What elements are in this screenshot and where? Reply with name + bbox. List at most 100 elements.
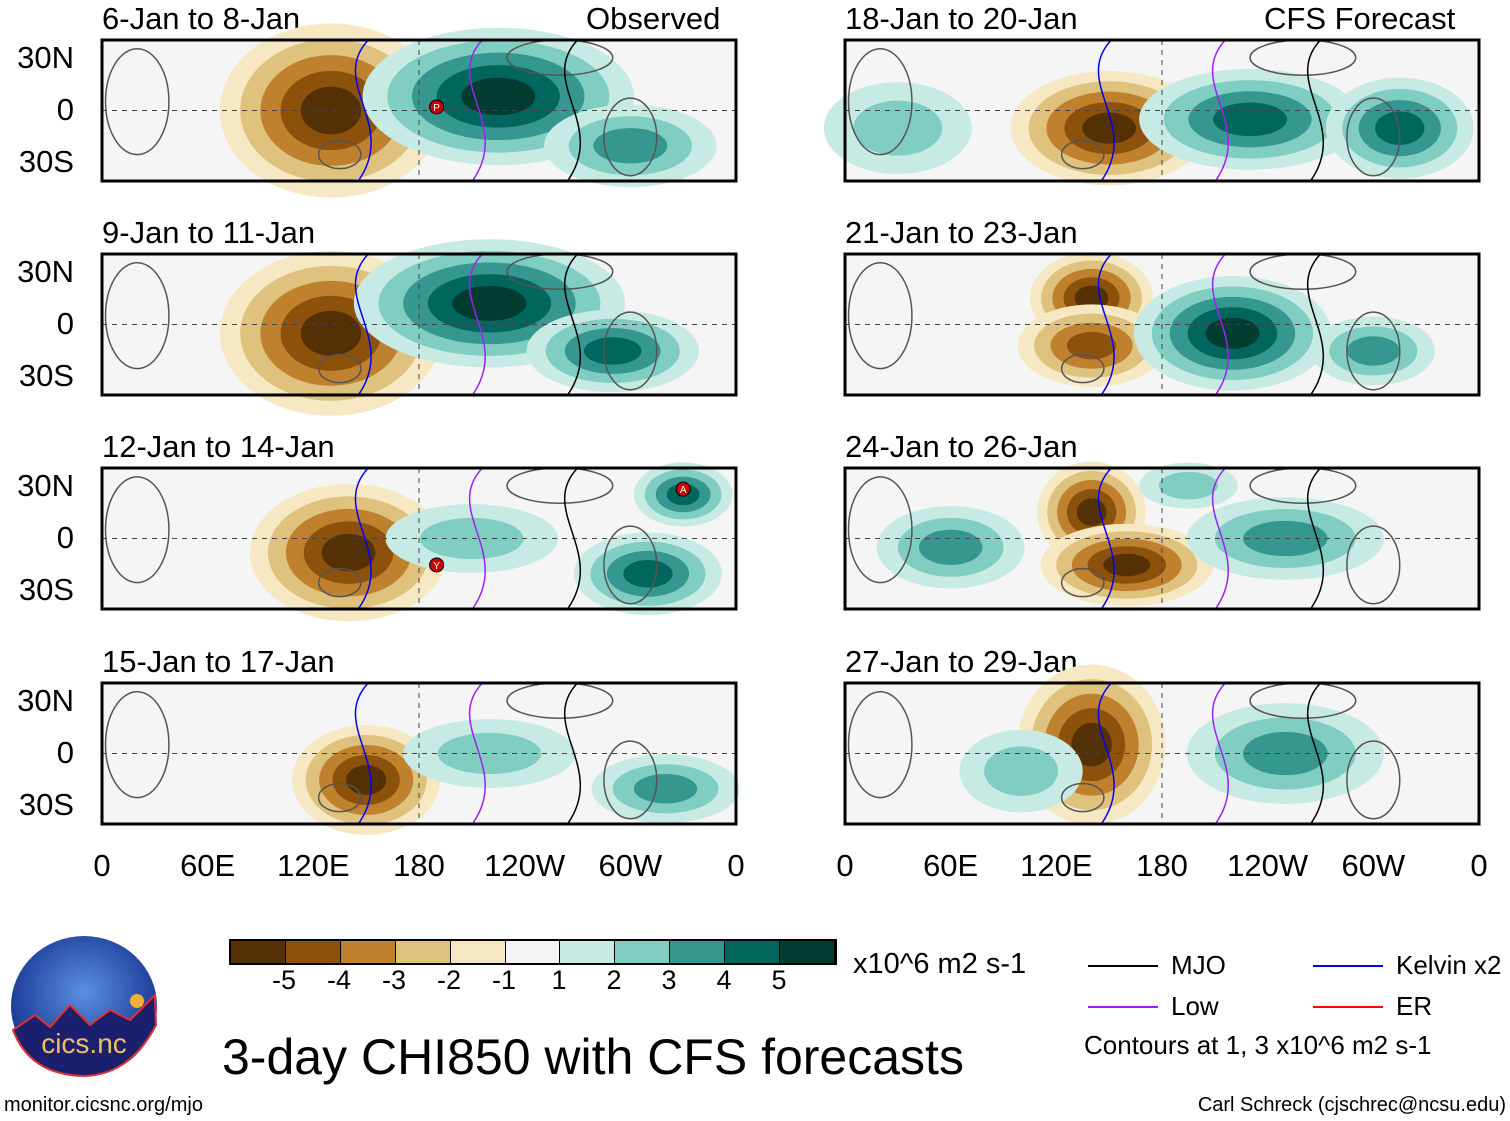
colorbar-swatch xyxy=(670,941,726,963)
anomaly-contour xyxy=(1205,317,1260,349)
coastline xyxy=(104,476,170,584)
x-tick-label: 120E xyxy=(277,848,350,883)
coastline xyxy=(847,476,913,584)
source-url[interactable]: monitor.cicsnc.org/mjo xyxy=(4,1094,203,1116)
wave-contour xyxy=(1211,467,1229,610)
panel-title: 21-Jan to 23-Jan xyxy=(845,215,1078,250)
colorbar-swatch xyxy=(450,941,506,963)
panel-title: 12-Jan to 14-Jan xyxy=(102,429,335,464)
anomaly-contour xyxy=(345,764,387,795)
coastline xyxy=(317,782,362,813)
map-panel xyxy=(843,461,1481,611)
anomaly-contour xyxy=(593,128,668,164)
coastline xyxy=(1060,782,1105,813)
map-panel xyxy=(100,681,740,835)
anomaly-contour xyxy=(583,337,642,365)
wave-contour xyxy=(468,467,486,610)
wave-contour xyxy=(564,253,581,396)
anomaly-contour xyxy=(918,529,983,565)
map-panel xyxy=(843,252,1481,397)
legend-line xyxy=(1088,965,1158,967)
anomaly-contour xyxy=(853,100,943,156)
colorbar-label: 3 xyxy=(661,965,677,995)
storm-marker: Y xyxy=(429,557,445,573)
colorbar-label: -4 xyxy=(326,965,352,995)
coastline xyxy=(104,262,170,370)
x-tick-label: 120W xyxy=(1227,848,1309,883)
colorbar-swatch xyxy=(780,941,835,963)
x-tick-label: 0 xyxy=(1470,848,1488,883)
anomaly-contour xyxy=(300,86,362,135)
wave-contour xyxy=(1097,682,1115,825)
legend-line xyxy=(1088,1006,1158,1008)
coastline xyxy=(1346,97,1401,177)
wave-contour xyxy=(1211,253,1229,396)
coastline xyxy=(603,525,658,605)
anomaly-contour xyxy=(1082,112,1137,144)
wave-contour xyxy=(564,682,581,825)
wave-contour xyxy=(564,39,581,182)
colorbar-swatch xyxy=(725,941,781,963)
colorbar-swatch xyxy=(231,941,286,963)
coastline xyxy=(317,139,362,170)
wave-contour xyxy=(468,39,486,182)
coastline xyxy=(847,48,913,156)
colorbar-swatch xyxy=(395,941,451,963)
panel-title: 24-Jan to 26-Jan xyxy=(845,429,1078,464)
anomaly-contour xyxy=(633,774,698,804)
panel-title: 15-Jan to 17-Jan xyxy=(102,644,335,679)
colorbar-label: 2 xyxy=(606,965,622,995)
cics-logo: cics.nc xyxy=(11,936,158,1078)
anomaly-contour xyxy=(437,732,542,775)
y-tick-label: 30S xyxy=(18,358,74,393)
legend-line xyxy=(1313,965,1383,967)
coastline xyxy=(1060,567,1105,598)
cfs-forecast-label: CFS Forecast xyxy=(1264,1,1456,36)
y-tick-label: 0 xyxy=(56,92,74,127)
anomaly-contour xyxy=(1076,498,1107,526)
y-tick-label: 30N xyxy=(17,468,74,503)
x-tick-label: 0 xyxy=(93,848,111,883)
wave-contour xyxy=(468,682,486,825)
y-tick-label: 30N xyxy=(17,40,74,75)
anomaly-contour xyxy=(420,517,524,560)
storm-marker: P xyxy=(429,99,445,115)
coastline xyxy=(847,691,913,799)
coastline xyxy=(317,567,362,598)
wave-contour xyxy=(1097,39,1115,182)
colorbar-label: -2 xyxy=(436,965,462,995)
logo-text: cics.nc xyxy=(41,1028,127,1059)
colorbar-label: -1 xyxy=(491,965,517,995)
colorbar-label: -5 xyxy=(271,965,297,995)
colorbar-label: 1 xyxy=(551,965,567,995)
wave-contour xyxy=(564,467,581,610)
colorbar-swatch xyxy=(505,941,561,963)
colorbar-swatch xyxy=(560,941,616,963)
anomaly-contour xyxy=(1103,553,1151,577)
panel-title: 18-Jan to 20-Jan xyxy=(845,1,1078,36)
x-tick-label: 180 xyxy=(1136,848,1188,883)
wave-contour xyxy=(1211,682,1229,825)
panel-title: 6-Jan to 8-Jan xyxy=(102,1,301,36)
coastline xyxy=(1060,139,1105,170)
anomaly-contour xyxy=(1066,331,1117,360)
coastline xyxy=(1346,311,1401,391)
map-panel: YA xyxy=(100,462,738,622)
y-tick-label: 30S xyxy=(18,787,74,822)
map-panel xyxy=(100,239,738,416)
contour-note: Contours at 1, 3 x10^6 m2 s-1 xyxy=(1084,1030,1432,1060)
x-tick-label: 0 xyxy=(727,848,745,883)
coastline xyxy=(1060,353,1105,384)
anomaly-contour xyxy=(321,533,376,572)
wave-contour xyxy=(1307,467,1324,610)
units-label: x10^6 m2 s-1 xyxy=(853,948,1027,980)
coastline xyxy=(603,740,658,820)
coastline xyxy=(104,48,170,156)
coastline xyxy=(847,262,913,370)
wave-contour xyxy=(354,253,372,396)
wave-contour xyxy=(1307,253,1324,396)
coastline xyxy=(603,97,658,177)
coastline xyxy=(317,353,362,384)
legend-label: ER xyxy=(1396,991,1433,1021)
credit: Carl Schreck (cjschrec@ncsu.edu) xyxy=(1197,1094,1506,1116)
